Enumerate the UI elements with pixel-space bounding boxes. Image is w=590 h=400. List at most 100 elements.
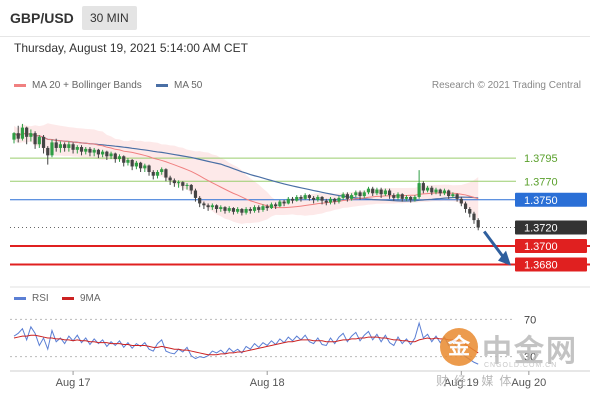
candle-body (54, 142, 58, 148)
candle-body (12, 133, 16, 140)
candle-body (240, 209, 244, 213)
rsi-9ma-line (13, 334, 479, 356)
candle-body (252, 207, 257, 211)
candle-body (341, 194, 345, 198)
projection-arrow-head (498, 250, 511, 266)
price-label-1.3750: 1.3750 (524, 195, 558, 207)
candle-body (122, 156, 126, 163)
candle-body (354, 192, 358, 196)
candle-body (451, 194, 455, 197)
candle-body (320, 196, 324, 201)
candle-body (134, 162, 138, 167)
watermark-subtitle: 财经.媒体 (436, 374, 518, 388)
candle-body (96, 149, 100, 155)
candle-body (25, 127, 29, 137)
candle-body (202, 203, 206, 206)
ma9-swatch (62, 297, 74, 300)
legend-ma20: MA 20 + Bollinger Bands (14, 80, 142, 91)
candle-body (425, 187, 430, 191)
price-tag-1.3700 (515, 239, 587, 253)
candle-body (379, 189, 383, 195)
price-label-1.3770: 1.3770 (524, 176, 558, 188)
candle-body (193, 190, 198, 198)
candle-body (29, 133, 33, 137)
candle-body (392, 195, 396, 198)
watermark-url: CNGOLD.COM.CN (484, 362, 558, 369)
candle-body (383, 190, 387, 195)
candle-body (337, 197, 341, 202)
candle-body (71, 144, 75, 150)
candle-body (126, 159, 130, 163)
candle-body (227, 208, 231, 211)
candle-body (206, 205, 210, 208)
candle-body (20, 127, 25, 139)
candle-body (371, 188, 375, 194)
ma50-swatch (156, 84, 168, 87)
candle-body (113, 153, 117, 160)
candle-body (468, 209, 472, 214)
research-credit: Research © 2021 Trading Central (431, 80, 581, 91)
candle-body (79, 147, 84, 152)
candle-body (417, 183, 421, 197)
candle-body (316, 196, 320, 200)
candle-body (214, 205, 219, 209)
candle-body (299, 196, 303, 199)
price-label-1.3680: 1.3680 (524, 260, 558, 272)
candle-body (75, 147, 79, 150)
candle-body (282, 201, 286, 204)
watermark: 金 中金网 CNGOLD.COM.CN 财经.媒体 (436, 326, 590, 390)
candle-body (37, 136, 41, 145)
candle-body (350, 195, 354, 199)
candle-body (248, 209, 252, 211)
candle-body (41, 136, 46, 148)
price-label-1.3720: 1.3720 (524, 223, 558, 235)
candle-body (164, 169, 168, 178)
projection-arrow-shaft (482, 230, 505, 258)
time-tick-label: Aug 20 (511, 377, 546, 389)
candle-body (463, 203, 468, 209)
candle-body (476, 220, 480, 228)
candle-body (358, 192, 362, 197)
price-tag-1.3720 (515, 220, 587, 235)
candle-body (333, 198, 337, 202)
time-tick-label: Aug 19 (444, 377, 479, 389)
candle-body (303, 195, 307, 199)
candle-body (151, 172, 155, 176)
price-tag-1.3680 (515, 257, 587, 272)
candle-body (143, 165, 147, 169)
candle-body (181, 182, 185, 186)
candle-body (101, 151, 105, 155)
candle-body (269, 204, 274, 209)
interval-button[interactable]: 30 MIN (82, 6, 137, 30)
candle-body (58, 144, 63, 148)
candle-body (362, 192, 366, 197)
candle-body (421, 183, 425, 191)
candle-body (172, 180, 176, 184)
price-panel: 1.3795 1.3770 1.3750 1.3720 1.3700 1.3680 (10, 123, 590, 288)
rsi-panel: 70 30 (10, 314, 536, 365)
watermark-title: 中金网 (482, 335, 578, 368)
candle-body (328, 198, 333, 203)
candle-body (130, 159, 134, 167)
candle-body (236, 209, 240, 212)
candle-body (413, 196, 417, 200)
candle-body (442, 190, 447, 194)
candle-body (295, 196, 299, 201)
legend-ma50-label: MA 50 (174, 80, 203, 91)
candle-body (459, 198, 463, 204)
candle-body (375, 189, 379, 194)
candle-body (278, 201, 282, 207)
legend-rsi: RSI (14, 293, 49, 304)
candle-body (409, 196, 413, 200)
legend-ma20-label: MA 20 + Bollinger Bands (32, 80, 142, 91)
candle-body (46, 147, 50, 156)
price-label-1.3700: 1.3700 (524, 241, 558, 253)
candle-body (168, 177, 172, 181)
candle-body (265, 206, 269, 209)
candle-body (185, 184, 189, 186)
candle-body (50, 142, 54, 156)
candle-body (33, 133, 37, 145)
candle-body (147, 165, 151, 172)
candle-body (16, 133, 20, 139)
